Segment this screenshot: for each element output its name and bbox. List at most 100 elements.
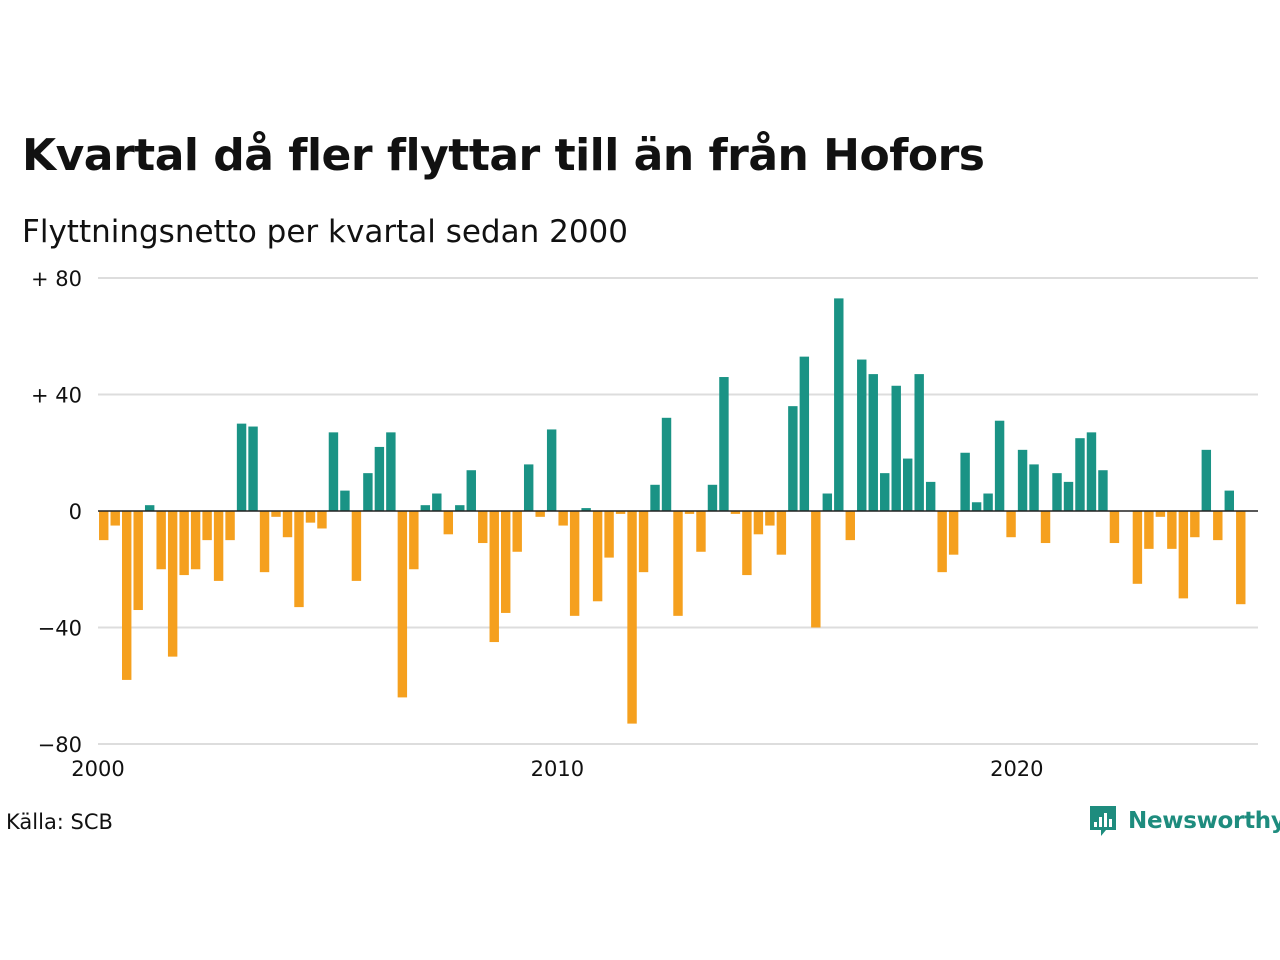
bar-2001-k2 [156,511,166,570]
x-tick-label: 2000 [71,757,124,781]
bar-2017-k3 [902,458,913,511]
bar-2012-k3 [673,511,683,616]
bar-2011-k3 [627,511,637,724]
bar-2010-k2 [569,511,580,616]
bar-2001-k3 [167,511,178,657]
bar-2016-k4 [868,374,878,511]
bar-2017-k1 [880,473,890,511]
bar-2016-k2 [845,511,855,541]
bar-2013-k1 [696,511,706,552]
bar-2017-k4 [914,374,924,511]
bar-2006-k4 [409,511,419,570]
bar-2013-k2 [707,484,718,511]
bar-2021-k2 [1075,438,1085,511]
bar-2017-k2 [891,385,901,511]
x-axis-ticks: 2000 2010 2020 [71,757,1043,781]
bar-2009-k1 [512,511,522,552]
bar-2020-k4 [1052,473,1062,511]
bar-2024-k4 [1236,511,1246,605]
bar-2001-k1 [144,505,155,511]
bar-2024-k3 [1224,490,1234,511]
y-tick-label: −40 [38,617,82,641]
y-tick-label: + 80 [31,267,82,291]
bar-2007-k1 [420,505,431,511]
bar-2011-k4 [638,511,649,573]
bar-2005-k2 [340,490,350,511]
bar-2020-k1 [1017,449,1028,511]
bar-2018-k2 [937,511,947,573]
bar-2009-k3 [535,511,545,517]
bar-2013-k4 [730,511,741,514]
bar-2021-k3 [1086,432,1097,511]
bar-2023-k3 [1178,511,1189,599]
y-tick-label: 0 [69,500,82,524]
bar-2005-k4 [363,473,373,511]
bar-2000-k3 [122,511,132,680]
bar-2023-k1 [1155,511,1166,517]
bar-2002-k4 [225,511,235,541]
bar-2002-k3 [213,511,224,581]
x-tick-label: 2020 [990,757,1043,781]
bar-2012-k4 [684,511,695,514]
bar-2002-k1 [190,511,201,570]
bar-2010-k1 [558,511,568,526]
bar-2022-k4 [1144,511,1154,549]
chart-subtitle: Flyttningsnetto per kvartal sedan 2000 [22,214,628,250]
bar-2000-k2 [110,511,120,526]
bar-2003-k2 [248,426,258,511]
bar-2016-k1 [834,298,844,511]
y-tick-label: + 40 [31,384,82,408]
bar-2021-k4 [1098,470,1108,511]
bars [99,298,1246,724]
bar-2014-k3 [765,511,775,526]
bar-2021-k1 [1063,481,1074,512]
bar-2014-k4 [776,511,787,555]
bar-2015-k3 [811,511,821,628]
gridlines [98,277,1258,745]
newsworthy-logo-icon [1090,806,1116,836]
bar-2011-k2 [615,511,626,514]
bar-2018-k1 [925,481,936,512]
bar-2008-k1 [466,470,476,511]
bar-2009-k2 [523,464,534,511]
bar-2010-k4 [592,511,603,602]
bar-2007-k4 [455,505,465,511]
bar-2010-k3 [581,508,591,511]
chart-title: Kvartal då fler flyttar till än från Hof… [22,130,985,181]
bar-2023-k2 [1167,511,1177,549]
bar-2004-k3 [305,511,316,523]
bar-2000-k1 [99,511,109,541]
bar-2012-k1 [650,484,660,511]
bar-2022-k3 [1132,511,1143,584]
bar-2011-k1 [604,511,614,558]
bar-2015-k2 [799,356,810,511]
bar-2019-k4 [1006,511,1016,538]
bar-2005-k3 [351,511,362,581]
bar-2004-k1 [282,511,293,538]
bar-2018-k4 [960,452,970,511]
bar-2008-k3 [489,511,499,643]
bar-2018-k3 [948,511,959,555]
bar-2007-k3 [443,511,454,535]
bar-2020-k2 [1029,464,1039,511]
bar-2000-k4 [133,511,143,611]
bar-2005-k1 [328,432,339,511]
newsworthy-wordmark: Newsworthy [1128,808,1280,834]
bar-2022-k1 [1109,511,1120,544]
bar-2013-k3 [719,377,729,511]
newsworthy-brand[interactable]: Newsworthy [1088,804,1280,838]
bar-2009-k4 [546,429,557,511]
bar-2007-k2 [432,493,442,511]
bar-2014-k1 [742,511,752,576]
bar-2006-k2 [386,432,396,511]
bar-2012-k2 [661,417,672,511]
x-tick-label: 2010 [531,757,584,781]
bar-2003-k4 [271,511,281,517]
source-note: Källa: SCB [6,810,113,834]
bar-2008-k4 [501,511,511,613]
y-tick-label: −80 [38,733,82,757]
bar-2015-k1 [788,406,798,511]
bar-2020-k3 [1040,511,1051,544]
bar-2015-k4 [822,493,833,511]
